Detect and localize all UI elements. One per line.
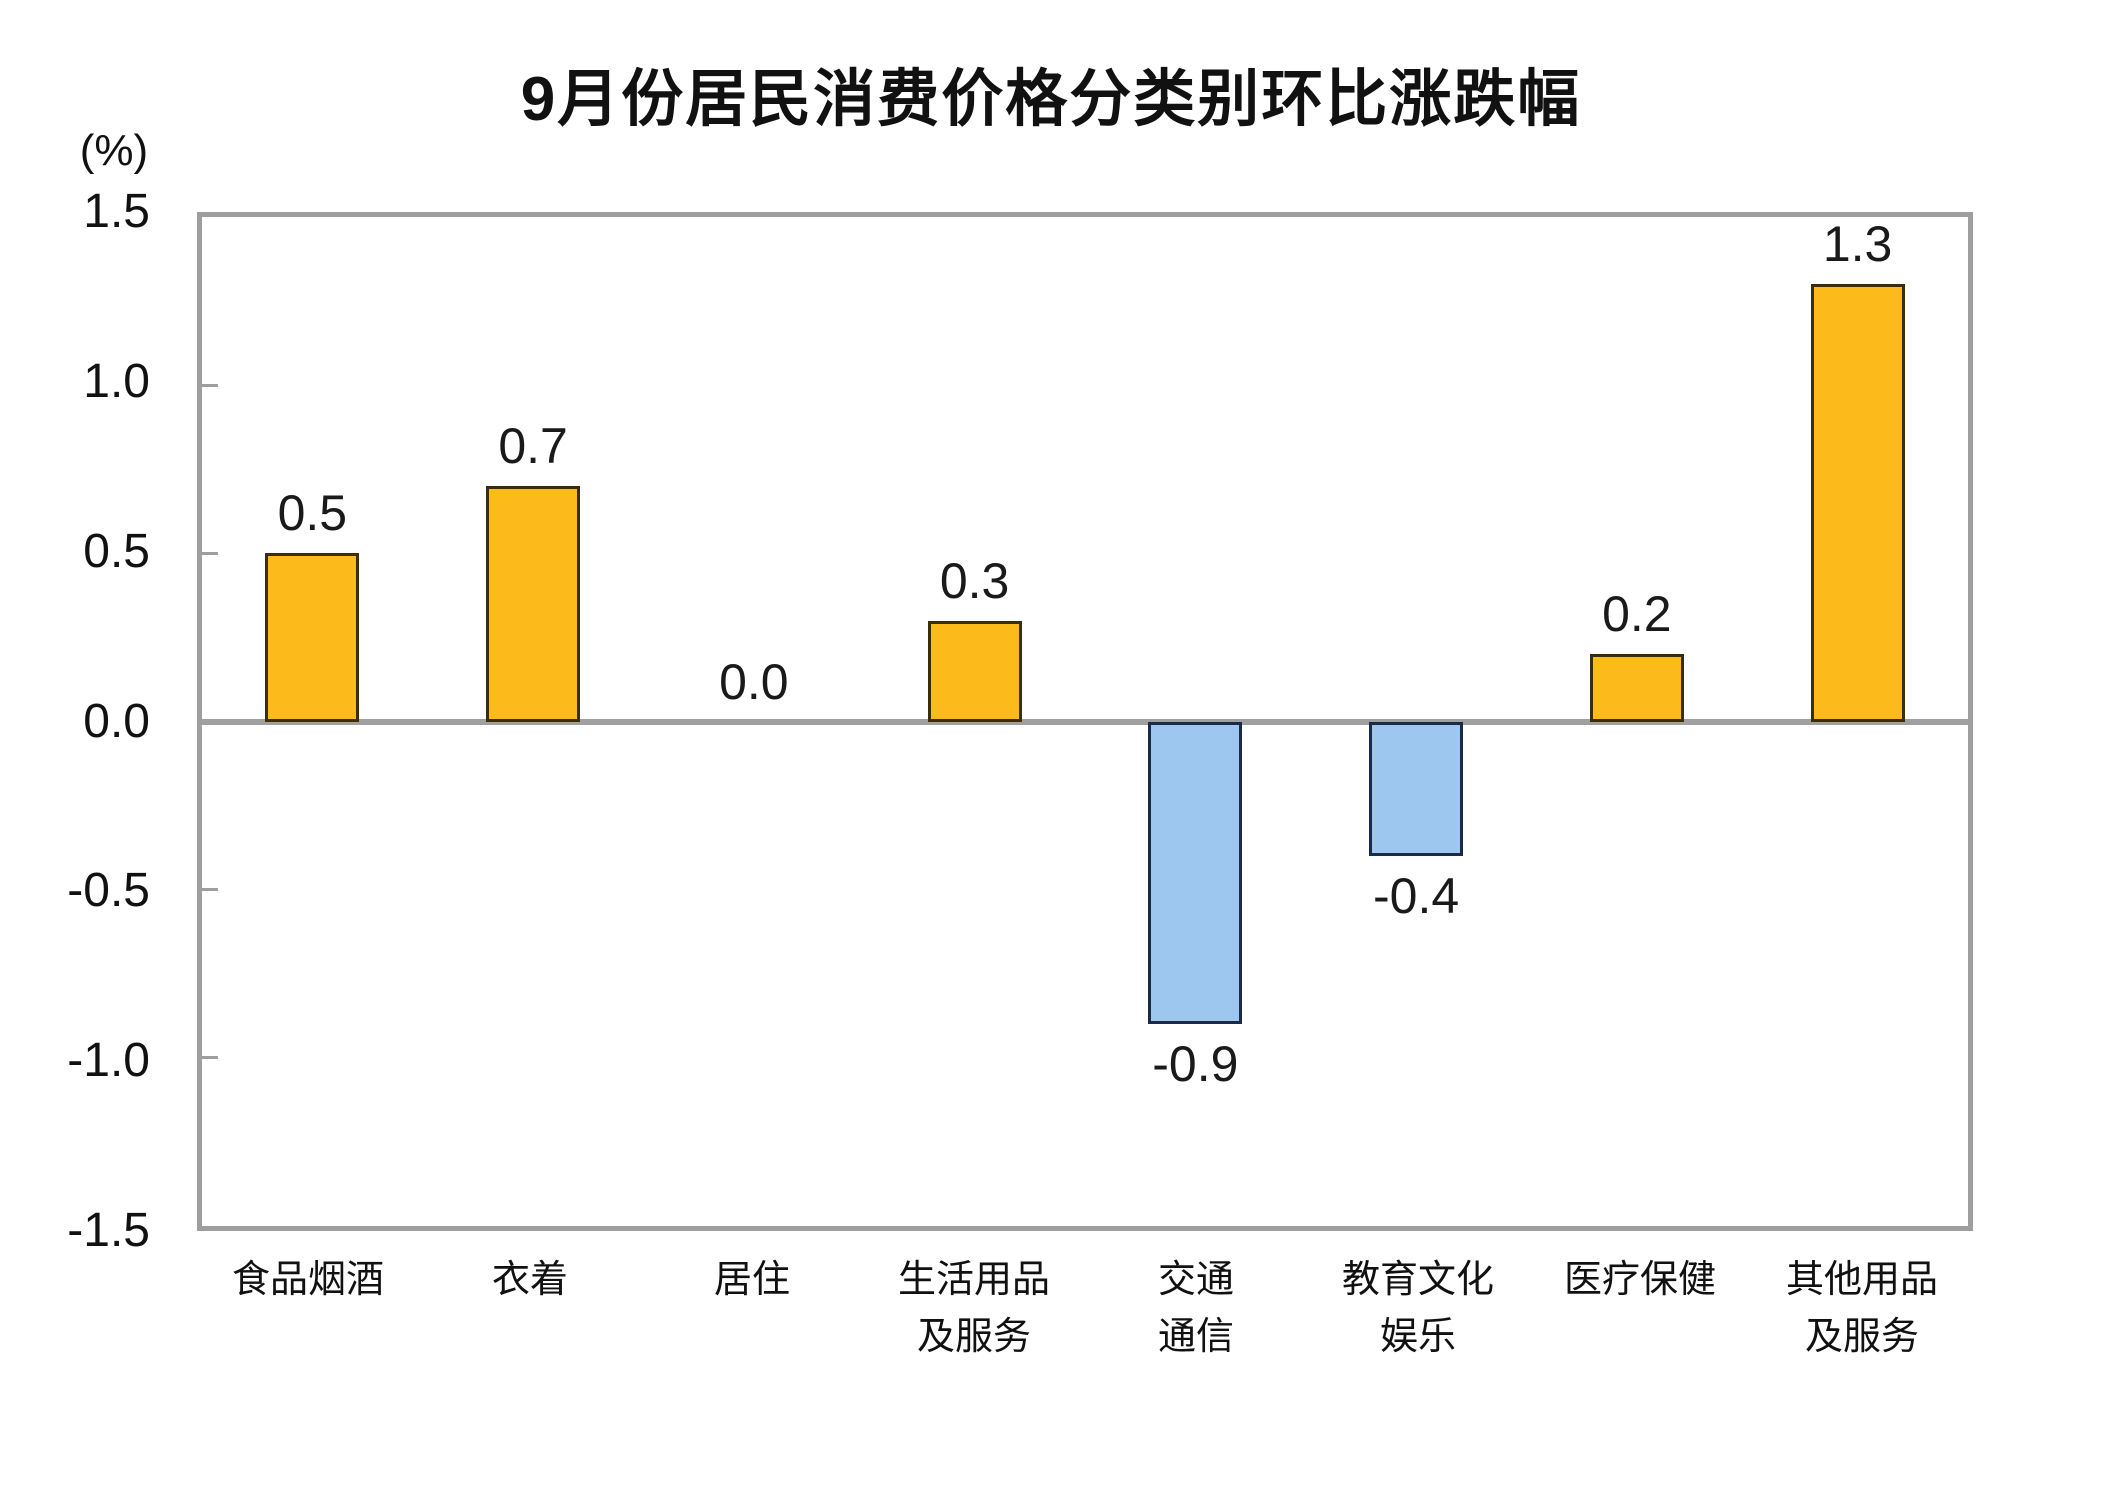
y-axis-unit-label: (%)	[79, 126, 149, 175]
bar-positive	[1810, 284, 1905, 722]
y-tick-mark	[202, 551, 218, 555]
y-tick-label: 0.5	[83, 524, 150, 578]
zero-axis-line	[202, 718, 1968, 725]
x-category-label: 衣着	[491, 1259, 568, 1301]
x-category-label: 交通 通信	[1157, 1259, 1234, 1358]
bar-value-label: -0.9	[1152, 1036, 1239, 1093]
bar-value-label: 0.0	[719, 653, 789, 710]
y-tick-mark	[202, 383, 218, 387]
y-tick-label: -0.5	[67, 864, 150, 918]
chart-title: 9月份居民消费价格分类别环比涨跌幅	[520, 65, 1582, 134]
bar-positive	[265, 553, 360, 722]
y-tick-label: -1.5	[67, 1204, 150, 1257]
x-category-label: 医疗保健	[1563, 1259, 1716, 1301]
bar-positive	[1589, 654, 1684, 722]
y-tick-mark	[202, 888, 218, 892]
plot-area: 0.5 0.7 0.0 0.3 -0.9 -0.4 0.2 1.3	[197, 212, 1973, 1231]
bar-value-label: 0.7	[498, 418, 568, 475]
bar-value-label: 0.2	[1602, 586, 1672, 643]
x-category-label: 其他用品 及服务	[1785, 1259, 1938, 1358]
y-tick-mark	[202, 1056, 218, 1060]
bar-positive	[486, 486, 581, 722]
y-tick-label: -1.0	[67, 1034, 150, 1088]
bar-value-label: 0.3	[939, 552, 1010, 609]
bar-positive	[927, 620, 1022, 722]
x-category-label: 居住	[713, 1259, 790, 1301]
bar-negative	[1369, 721, 1464, 857]
bar-value-label: -0.4	[1373, 868, 1460, 925]
y-tick-label: 0.0	[83, 694, 150, 748]
x-category-label: 食品烟酒	[231, 1259, 384, 1301]
x-category-label: 教育文化 娱乐	[1341, 1259, 1494, 1358]
x-category-label: 生活用品 及服务	[897, 1259, 1050, 1358]
y-tick-label: 1.0	[83, 354, 150, 408]
bar-value-label: 0.5	[277, 485, 348, 542]
bar-value-label: 1.3	[1822, 216, 1893, 273]
x-axis-category-labels: 食品烟酒 衣着 居住 生活用品 及服务 交通 通信 教育文化 娱乐 医疗保健 其他用品 及服务	[197, 1252, 1973, 1366]
bar-negative	[1148, 721, 1243, 1025]
y-tick-label: 1.5	[83, 185, 150, 238]
